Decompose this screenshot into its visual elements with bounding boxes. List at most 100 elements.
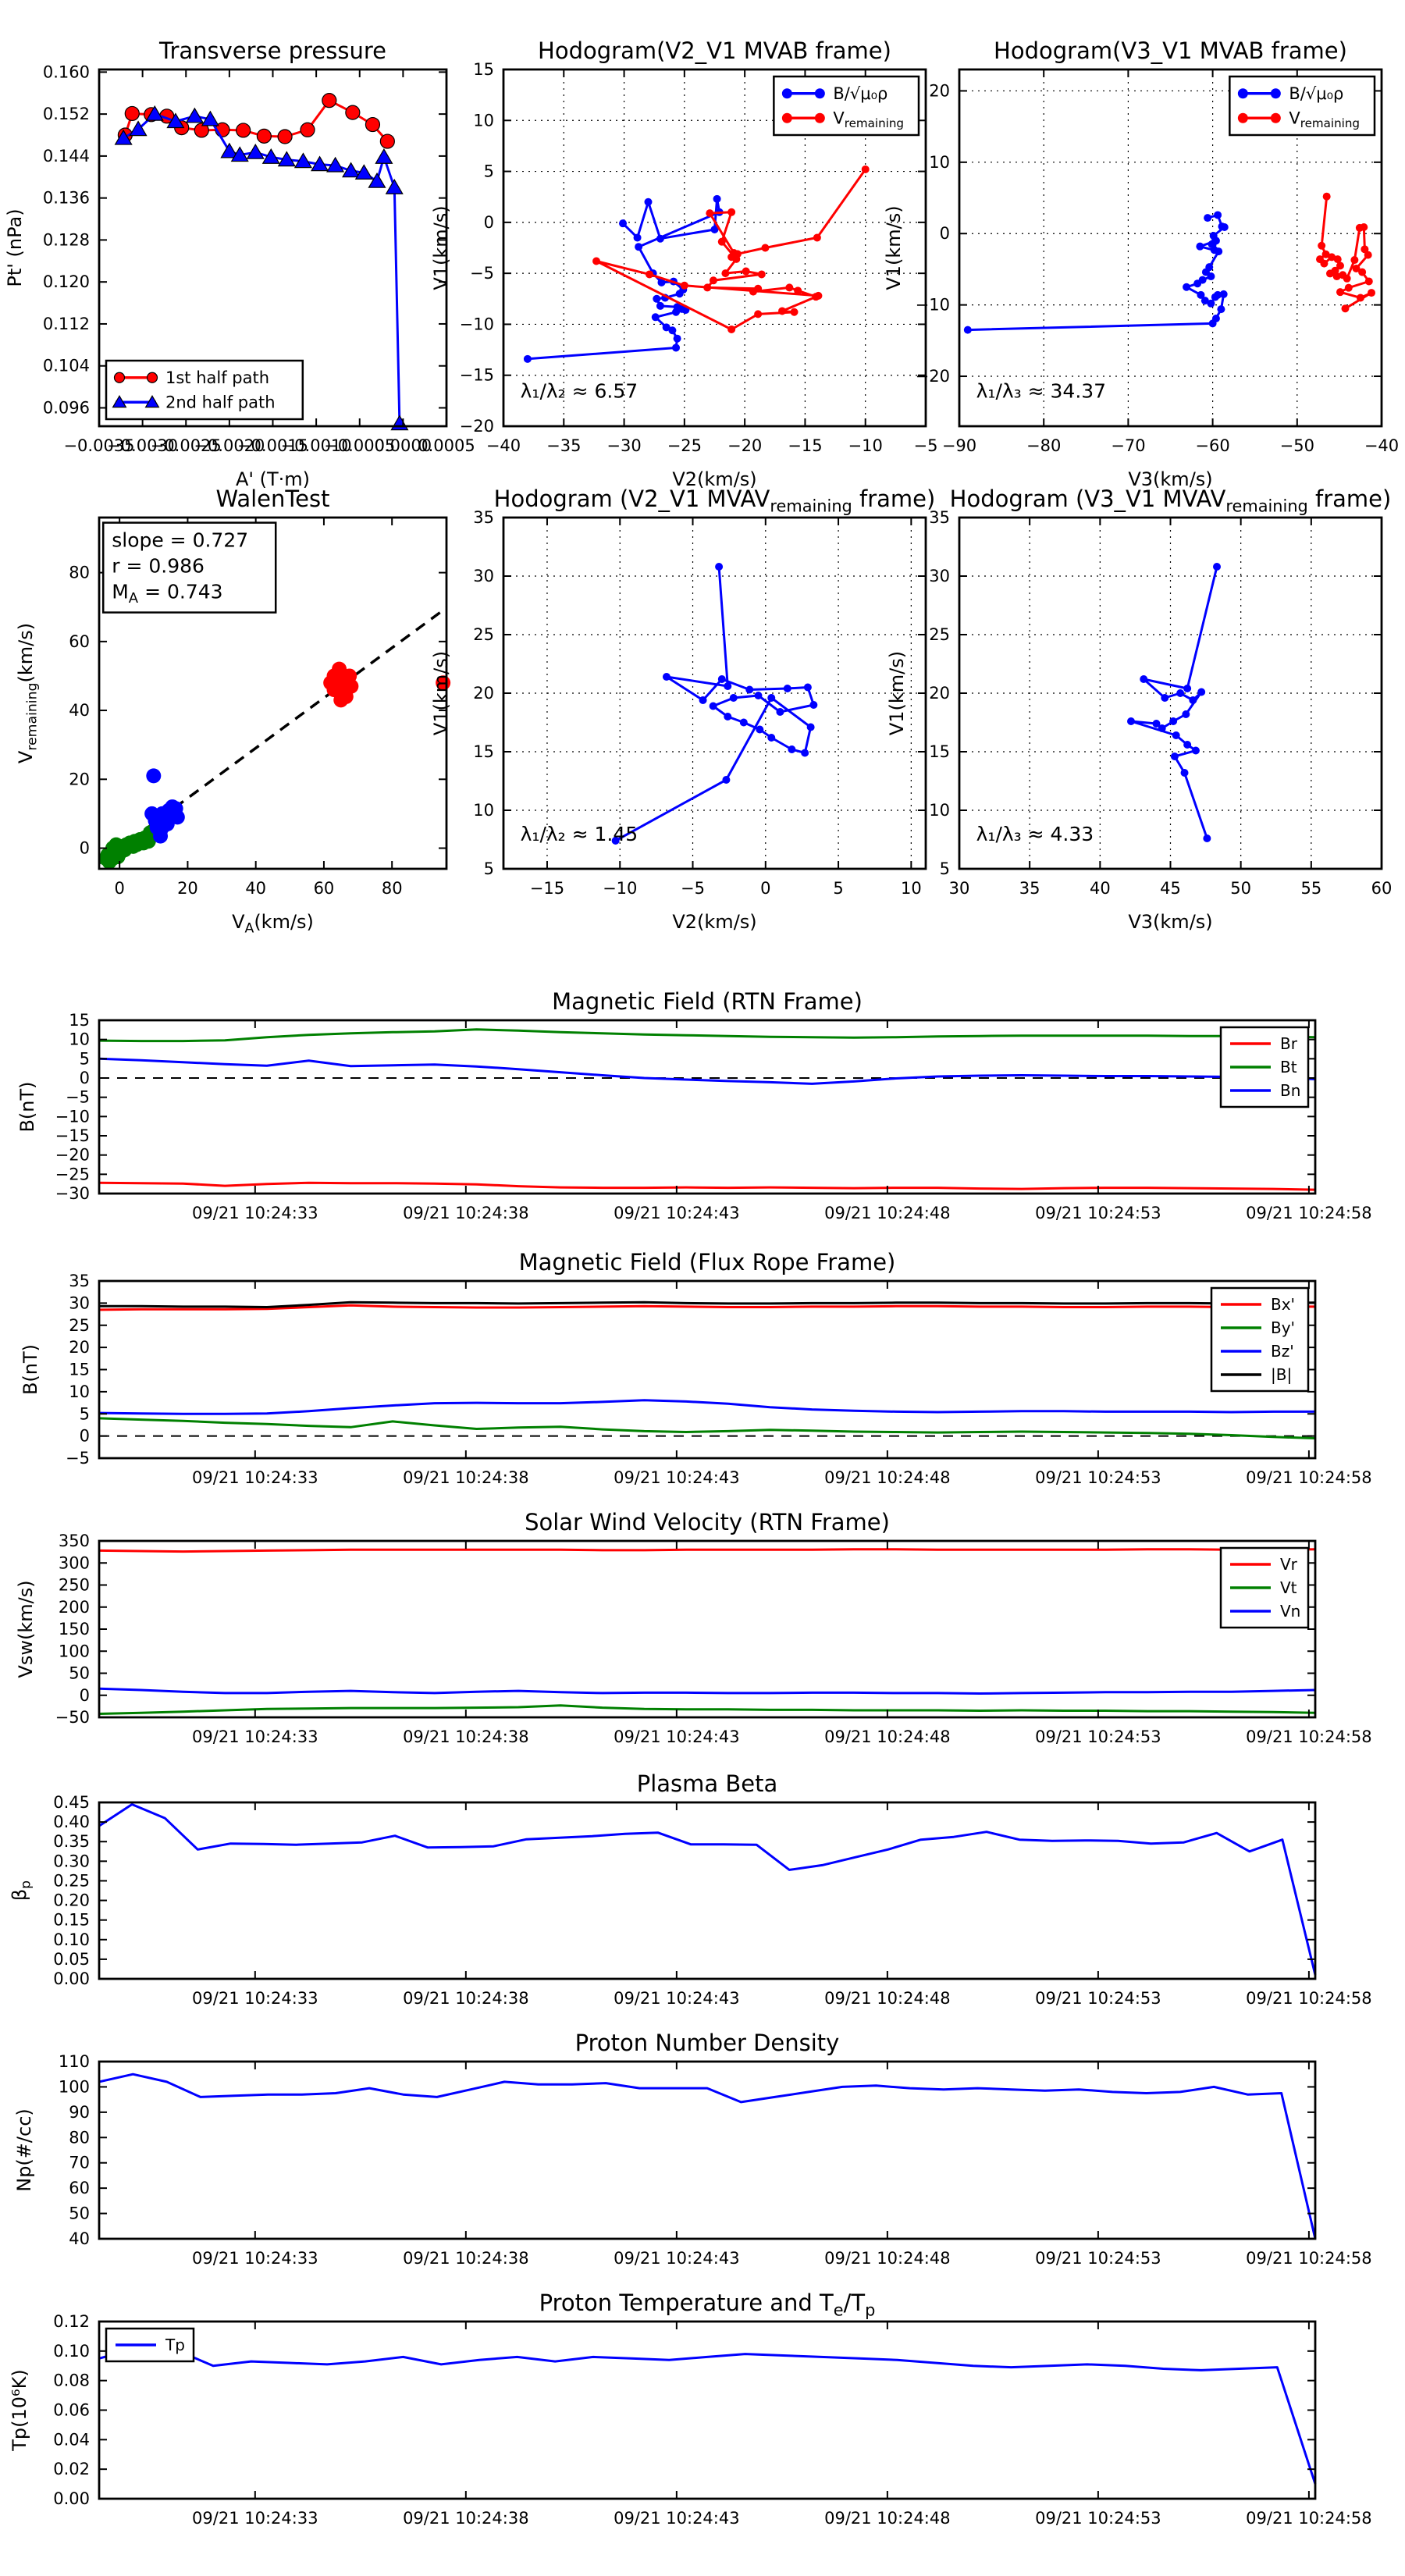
x-tick-label: 10 [901,879,922,898]
circle-marker [611,837,620,845]
annotation-text: λ₁/λ₂ ≈ 6.57 [521,379,638,402]
legend-box [1229,75,1376,137]
series-tp [98,2347,1317,2485]
circle-marker [1341,304,1350,313]
series-line [98,1687,1316,1695]
circle-marker [1270,88,1281,99]
circle-marker [1332,272,1341,281]
y-tick-label: 0.112 [43,315,90,333]
circle-marker [1183,283,1191,291]
circle-marker [1200,297,1209,305]
circle-marker [256,128,272,144]
x-tick-label: 09/21 10:24:58 [1246,2249,1372,2268]
plot-title: Magnetic Field (RTN Frame) [552,988,863,1015]
circle-marker [345,105,361,120]
x-tick-label: 09/21 10:24:38 [403,1204,529,1222]
circle-marker [1196,242,1204,251]
x-tick-label: 09/21 10:24:48 [824,1204,951,1222]
x-tick-label: −15 [788,436,822,455]
x-tick-label: 09/21 10:24:38 [403,1727,529,1746]
y-tick-label: −5 [66,1449,90,1468]
x-tick-label: −0.0025 [151,436,222,455]
y-tick-label: 80 [69,564,90,582]
triangle-marker [277,151,296,167]
legend: Bx' By' Bz' |B| [1210,1286,1310,1393]
y-tick-label: −5 [470,264,494,283]
circle-marker [1237,112,1248,123]
x-tick-label: −0.0030 [107,436,178,455]
circle-marker [1203,834,1211,842]
x-tick-label: −10 [603,879,637,898]
y-tick-label: 200 [59,1598,90,1617]
circle-marker [1219,290,1228,298]
y-tick-label: 20 [929,81,950,100]
circle-marker [672,343,681,352]
plot-proton-density: 09/21 10:24:33 09/21 10:24:38 09/21 10:24:… [13,2030,1372,2268]
x-tick-label: 09/21 10:24:58 [1246,2509,1372,2528]
series-b-sqrt-mu0-rho- [523,194,724,363]
y-tick-label: 0.160 [43,62,90,81]
circle-marker [1358,268,1367,276]
series-cluster-green [98,825,158,870]
circle-marker [767,694,776,702]
x-tick-label: 09/21 10:24:53 [1035,2249,1161,2268]
annotation-text: MA = 0.743 [112,580,222,607]
circle-marker [1320,259,1329,268]
legend: Br Bt Bn [1219,1026,1310,1108]
y-tick-label: 0.04 [53,2430,90,2449]
series-np [98,2073,1317,2240]
y-tick-label: 30 [69,1293,90,1312]
series-line [1129,566,1218,839]
circle-marker [710,225,719,233]
y-tick-label: 20 [929,684,950,703]
triangle-marker [166,112,185,129]
y-tick-label: 30 [929,567,950,585]
circle-marker [717,237,726,246]
x-tick-label: 09/21 10:24:43 [614,1989,740,2008]
series-line [967,214,1226,332]
circle-marker [1343,274,1351,283]
triangle-marker [385,179,404,194]
circle-marker [1214,211,1222,219]
circle-marker [745,685,754,694]
triangle-marker [144,395,160,408]
series-2nd-half-path [114,105,409,431]
circle-marker [1336,288,1344,297]
y-axis-label: V1(km/s) [886,651,908,735]
axes-frame [98,516,448,870]
y-axis-label: Np(#/cc) [13,2108,35,2192]
x-tick-label: −5 [681,879,705,898]
y-tick-label: 0.128 [43,230,90,249]
y-tick-label: −30 [55,1184,90,1203]
y-axis-label: Pt' (nPa) [4,208,26,286]
series-bn [98,1057,1316,1085]
circle-marker [814,291,823,300]
triangle-marker [201,110,219,126]
circle-marker [1189,696,1197,704]
y-tick-label: 350 [59,1532,90,1550]
legend-label: B/√μ₀ρ [833,84,887,103]
circle-marker [322,93,337,109]
circle-marker [1356,294,1364,302]
circle-marker [365,116,381,133]
x-tick-label: 09/21 10:24:53 [1035,1468,1161,1487]
circle-marker [1183,685,1192,692]
circle-marker [727,208,736,216]
circle-marker [703,283,712,292]
plot-title: Solar Wind Velocity (RTN Frame) [525,1509,890,1535]
y-tick-label: 0.06 [53,2401,90,2420]
y-tick-label: 35 [929,508,950,527]
circle-marker [523,354,532,363]
y-tick-label: 0.096 [43,398,90,417]
y-tick-label: 250 [59,1576,90,1595]
series-by- [98,1417,1316,1439]
x-tick-label: −90 [942,436,976,455]
plot-proton-temperature: 09/21 10:24:33 09/21 10:24:38 09/21 10:24:… [9,2290,1372,2528]
x-tick-label: 0.0005 [418,436,475,455]
x-axis-label: A' (T·m) [236,468,310,490]
y-tick-label: 5 [940,859,950,878]
circle-marker [715,563,724,571]
circle-marker [1170,753,1179,760]
